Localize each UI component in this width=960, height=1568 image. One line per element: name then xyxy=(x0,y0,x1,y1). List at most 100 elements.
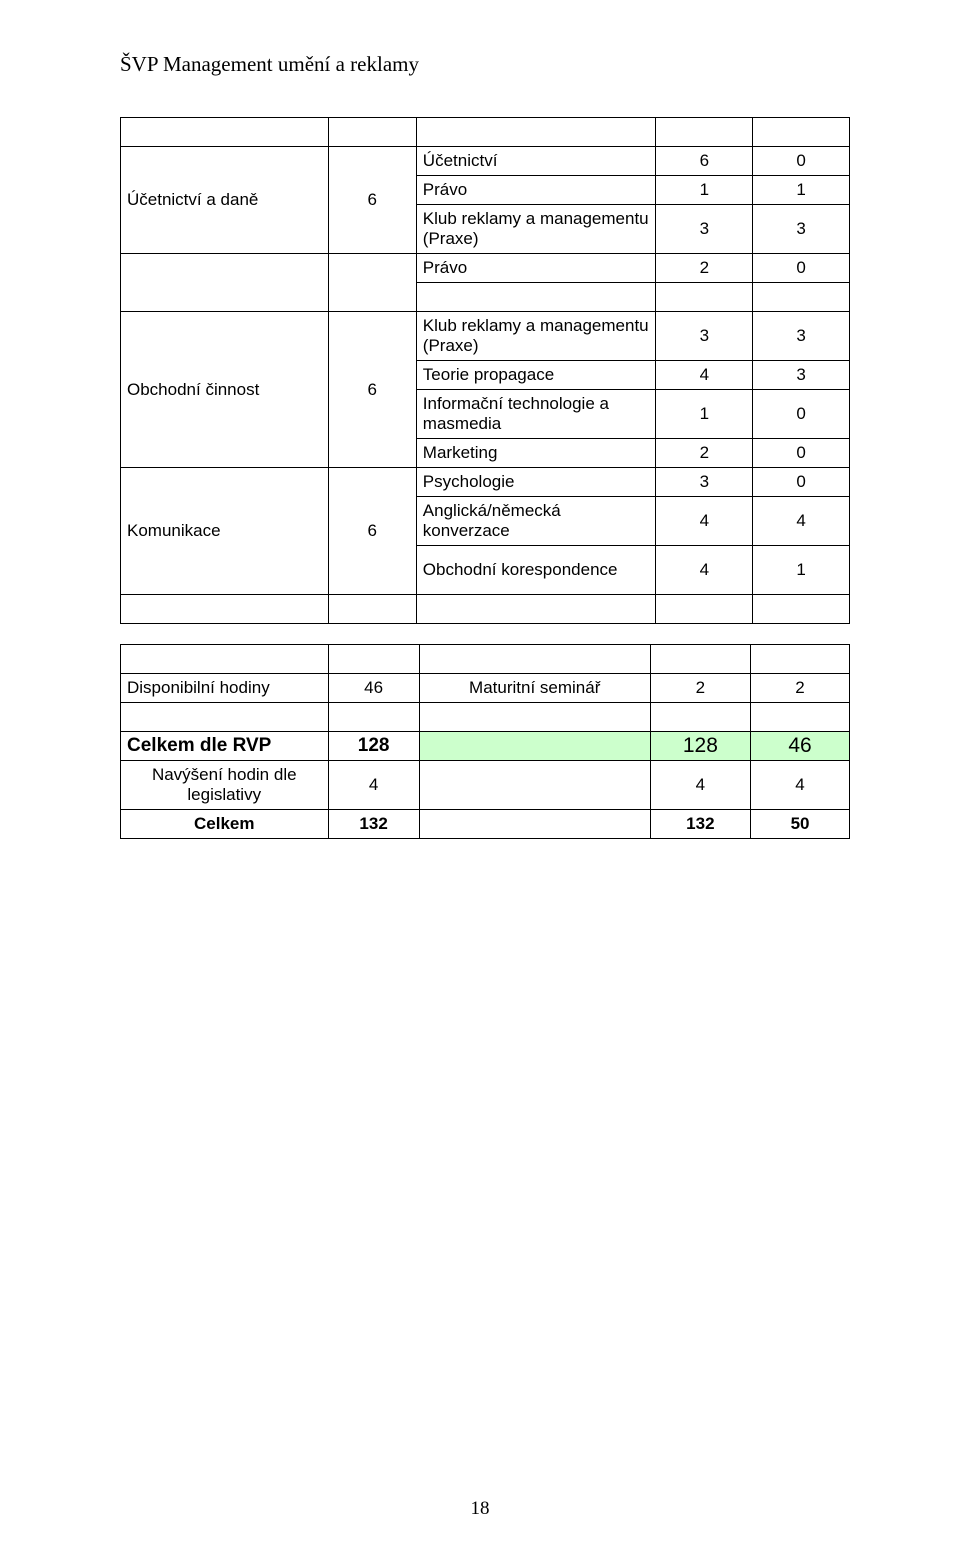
cell xyxy=(328,645,419,674)
cell: 46 xyxy=(328,674,419,703)
cell: 2 xyxy=(656,439,753,468)
table-row: Obchodní činnost 6 Klub reklamy a manage… xyxy=(121,312,850,361)
cell xyxy=(121,703,329,732)
cell: Účetnictví a daně xyxy=(121,147,329,254)
cell xyxy=(328,703,419,732)
cell xyxy=(753,118,850,147)
cell: 1 xyxy=(753,176,850,205)
spacer xyxy=(120,624,850,644)
cell: 0 xyxy=(753,468,850,497)
table-row xyxy=(121,118,850,147)
cell: 6 xyxy=(656,147,753,176)
cell: 4 xyxy=(656,546,753,595)
cell: 6 xyxy=(328,147,416,254)
cell xyxy=(650,645,750,674)
cell: 46 xyxy=(751,732,850,761)
cell: Právo xyxy=(416,176,656,205)
cell: 128 xyxy=(328,732,419,761)
cell xyxy=(751,703,850,732)
cell xyxy=(121,254,329,312)
cell xyxy=(419,761,650,810)
table-row: Navýšení hodin dle legislativy 4 4 4 xyxy=(121,761,850,810)
cell: 3 xyxy=(656,205,753,254)
cell xyxy=(419,703,650,732)
table-row: Disponibilní hodiny 46 Maturitní seminář… xyxy=(121,674,850,703)
curriculum-table-1: Účetnictví a daně 6 Účetnictví 6 0 Právo… xyxy=(120,117,850,624)
cell: 4 xyxy=(751,761,850,810)
cell: 0 xyxy=(753,390,850,439)
cell xyxy=(416,595,656,624)
table-row: Právo 2 0 xyxy=(121,254,850,283)
cell: 3 xyxy=(753,312,850,361)
table-row xyxy=(121,595,850,624)
cell: 1 xyxy=(753,546,850,595)
curriculum-table-2: Disponibilní hodiny 46 Maturitní seminář… xyxy=(120,644,850,839)
cell xyxy=(753,283,850,312)
cell xyxy=(419,810,650,839)
cell: 0 xyxy=(753,254,850,283)
cell: 4 xyxy=(656,497,753,546)
cell xyxy=(419,732,650,761)
table-row: Celkem dle RVP 128 128 46 xyxy=(121,732,850,761)
table-row: Komunikace 6 Psychologie 3 0 xyxy=(121,468,850,497)
table-row: Celkem 132 132 50 xyxy=(121,810,850,839)
cell: Klub reklamy a managementu (Praxe) xyxy=(416,205,656,254)
cell: Účetnictví xyxy=(416,147,656,176)
cell: 3 xyxy=(656,468,753,497)
cell: Obchodní korespondence xyxy=(416,546,656,595)
cell xyxy=(328,254,416,312)
cell: 6 xyxy=(328,312,416,468)
cell: Anglická/německá konverzace xyxy=(416,497,656,546)
cell: Komunikace xyxy=(121,468,329,595)
table-row xyxy=(121,645,850,674)
cell: Právo xyxy=(416,254,656,283)
cell: 3 xyxy=(753,361,850,390)
cell: 4 xyxy=(650,761,750,810)
cell xyxy=(650,703,750,732)
cell xyxy=(753,595,850,624)
cell xyxy=(751,645,850,674)
cell: 50 xyxy=(751,810,850,839)
cell: Informační technologie a masmedia xyxy=(416,390,656,439)
page: ŠVP Management umění a reklamy Účetnictv… xyxy=(0,0,960,1568)
cell: 1 xyxy=(656,390,753,439)
cell xyxy=(656,595,753,624)
cell: 2 xyxy=(656,254,753,283)
page-number: 18 xyxy=(0,1498,960,1520)
cell: 4 xyxy=(328,761,419,810)
cell: 132 xyxy=(328,810,419,839)
cell: Teorie propagace xyxy=(416,361,656,390)
cell: 3 xyxy=(753,205,850,254)
cell xyxy=(121,645,329,674)
cell: Maturitní seminář xyxy=(419,674,650,703)
cell: Celkem dle RVP xyxy=(121,732,329,761)
cell: 4 xyxy=(656,361,753,390)
cell xyxy=(419,645,650,674)
cell xyxy=(121,118,329,147)
cell: 1 xyxy=(656,176,753,205)
cell xyxy=(416,283,656,312)
table-row: Účetnictví a daně 6 Účetnictví 6 0 xyxy=(121,147,850,176)
cell: 6 xyxy=(328,468,416,595)
table-row xyxy=(121,703,850,732)
cell: 0 xyxy=(753,439,850,468)
cell: Navýšení hodin dle legislativy xyxy=(121,761,329,810)
cell xyxy=(656,118,753,147)
cell: Psychologie xyxy=(416,468,656,497)
cell xyxy=(416,118,656,147)
cell: 4 xyxy=(753,497,850,546)
cell: Obchodní činnost xyxy=(121,312,329,468)
cell xyxy=(121,595,329,624)
cell: 3 xyxy=(656,312,753,361)
cell: Marketing xyxy=(416,439,656,468)
cell xyxy=(328,118,416,147)
page-title: ŠVP Management umění a reklamy xyxy=(120,52,850,77)
cell: Disponibilní hodiny xyxy=(121,674,329,703)
cell: 2 xyxy=(751,674,850,703)
cell: Klub reklamy a managementu (Praxe) xyxy=(416,312,656,361)
cell: 2 xyxy=(650,674,750,703)
cell: Celkem xyxy=(121,810,329,839)
cell xyxy=(656,283,753,312)
cell: 0 xyxy=(753,147,850,176)
cell: 128 xyxy=(650,732,750,761)
